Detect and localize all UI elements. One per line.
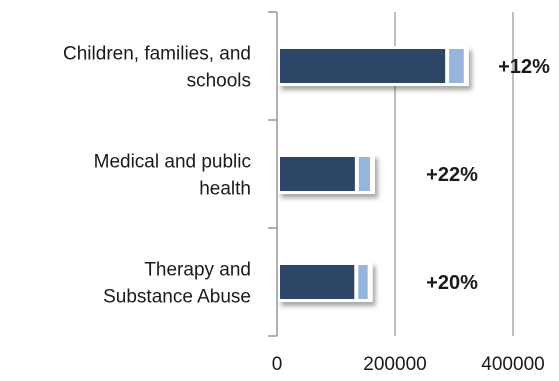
labels: 0 200000 400000 Children, families, and scho… xyxy=(63,44,550,376)
x-tick-label: 0 xyxy=(272,354,283,375)
category-label: health xyxy=(199,179,251,200)
bar-segment-primary xyxy=(280,265,355,299)
bar-segment-increase xyxy=(358,157,370,191)
category-label: schools xyxy=(187,71,251,92)
category-label: Children, families, and xyxy=(63,44,251,65)
x-tick-label: 400000 xyxy=(481,354,544,375)
axes xyxy=(268,11,278,337)
x-tick-label: 200000 xyxy=(363,354,426,375)
bar-segment-primary xyxy=(280,157,355,191)
bar-segment-primary xyxy=(280,49,446,83)
percent-change-label: +22% xyxy=(426,164,478,186)
percent-change-label: +12% xyxy=(498,56,550,78)
category-label: Therapy and xyxy=(144,260,251,281)
bar-segment-increase xyxy=(449,49,464,83)
bars xyxy=(278,46,469,302)
category-label: Medical and public xyxy=(94,152,251,173)
category-label: Substance Abuse xyxy=(103,287,251,308)
bar-segment-increase xyxy=(358,265,368,299)
percent-change-label: +20% xyxy=(426,272,478,294)
